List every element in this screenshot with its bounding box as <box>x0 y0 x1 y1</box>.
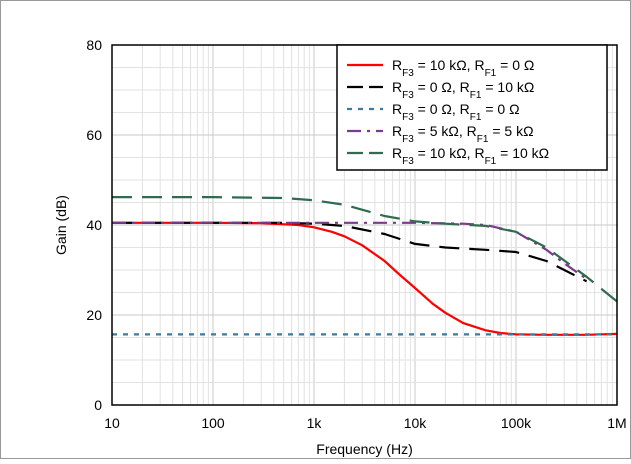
x-axis-title: Frequency (Hz) <box>316 441 412 457</box>
series-line <box>112 196 618 303</box>
legend-label: RF3 = 0 Ω, RF1 = 0 Ω <box>392 101 520 123</box>
x-tick-label: 10k <box>404 415 428 431</box>
legend-label: RF3 = 5 kΩ, RF1 = 5 kΩ <box>392 123 534 145</box>
legend-label: RF3 = 10 kΩ, RF1 = 10 kΩ <box>392 145 549 167</box>
legend-label: RF3 = 10 kΩ, RF1 = 0 Ω <box>392 57 534 79</box>
series-line <box>112 221 588 283</box>
y-tick-label: 60 <box>86 127 102 143</box>
y-tick-label: 80 <box>86 37 102 53</box>
y-axis-title: Gain (dB) <box>53 195 69 255</box>
y-tick-label: 20 <box>86 307 102 323</box>
y-tick-label: 40 <box>86 217 102 233</box>
series-line <box>112 221 618 336</box>
x-tick-label: 100k <box>501 415 532 431</box>
y-tick-label: 0 <box>94 397 102 413</box>
x-tick-label: 100 <box>201 415 225 431</box>
series-line <box>112 221 588 280</box>
x-tick-label: 1M <box>607 415 626 431</box>
legend-label: RF3 = 0 Ω, RF1 = 10 kΩ <box>392 79 534 101</box>
tick-labels: 10 100 1k 10k 100k 1M 0 20 40 60 80 <box>86 37 626 431</box>
x-tick-label: 1k <box>307 415 323 431</box>
x-tick-label: 10 <box>104 415 120 431</box>
series-lines <box>112 196 618 336</box>
